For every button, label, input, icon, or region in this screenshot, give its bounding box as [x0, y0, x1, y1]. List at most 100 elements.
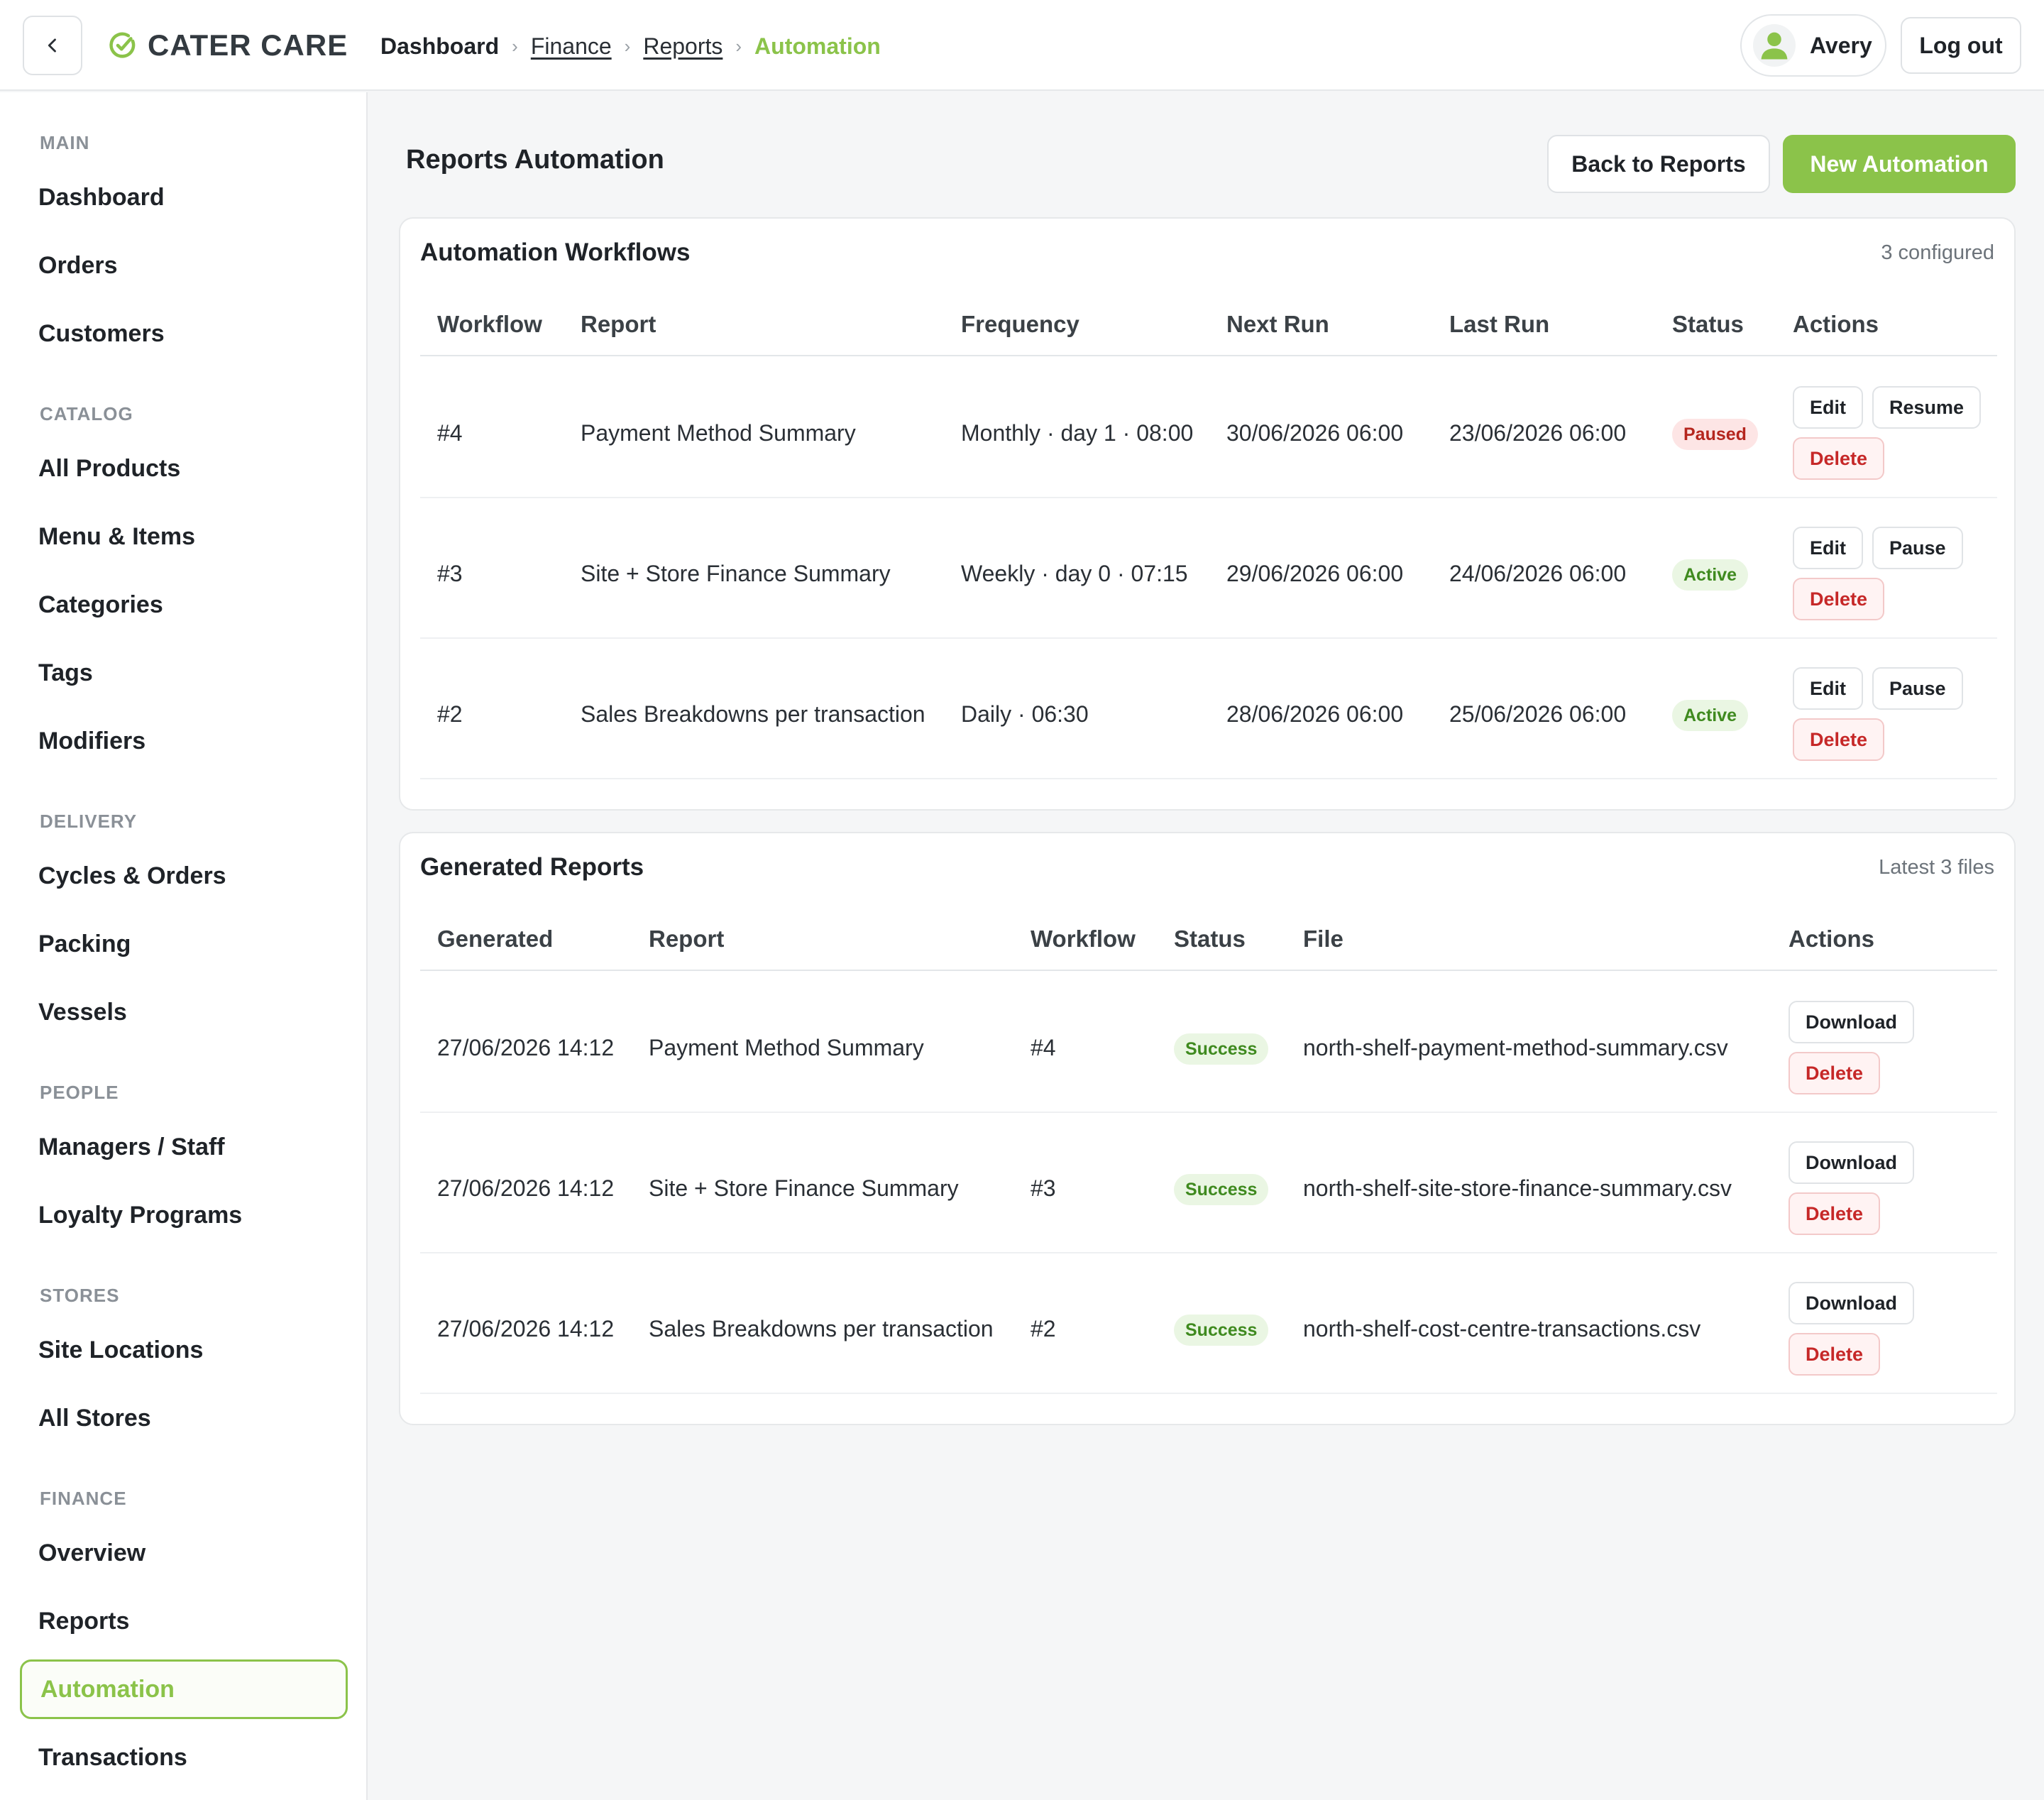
report-workflow: #2: [1031, 1316, 1056, 1341]
sidebar-item-orders[interactable]: Orders: [38, 251, 118, 279]
workflow-id: #3: [437, 561, 463, 586]
logout-button[interactable]: Log out: [1901, 17, 2021, 74]
new-automation-button[interactable]: New Automation: [1783, 135, 2016, 193]
divider: [420, 1252, 1997, 1253]
workflow-frequency: Monthly · day 1 · 08:00: [961, 420, 1194, 446]
column-header[interactable]: Frequency: [961, 311, 1079, 337]
brand-name: CATER CARE: [148, 28, 348, 62]
sidebar-item-automation[interactable]: Automation: [20, 1659, 348, 1719]
column-header[interactable]: Next Run: [1226, 311, 1329, 337]
workflow-id: #2: [437, 701, 463, 727]
delete-button[interactable]: Delete: [1788, 1192, 1881, 1235]
sidebar-item-all-products[interactable]: All Products: [38, 454, 181, 482]
workflow-last-run: 24/06/2026 06:00: [1449, 561, 1627, 586]
sidebar-item-categories[interactable]: Categories: [38, 591, 163, 618]
sidebar-section-main: MAIN: [40, 132, 90, 153]
avatar: [1753, 24, 1796, 67]
sidebar-item-cycles-orders[interactable]: Cycles & Orders: [38, 862, 226, 889]
report-generated-at: 27/06/2026 14:12: [437, 1316, 615, 1341]
brand-logo[interactable]: CATER CARE: [108, 28, 348, 62]
delete-button[interactable]: Delete: [1788, 1052, 1881, 1094]
sidebar-section-people: PEOPLE: [40, 1082, 119, 1103]
column-header[interactable]: Workflow: [1031, 926, 1136, 952]
column-header[interactable]: Generated: [437, 926, 554, 952]
breadcrumb-dashboard[interactable]: Dashboard: [380, 33, 500, 59]
workflow-report: Payment Method Summary: [581, 420, 856, 446]
sidebar-item-customers[interactable]: Customers: [38, 319, 165, 347]
delete-button[interactable]: Delete: [1788, 1333, 1881, 1376]
sidebar-item-transactions[interactable]: Transactions: [38, 1743, 187, 1771]
status-badge: Paused: [1672, 419, 1758, 450]
workflow-next-run: 28/06/2026 06:00: [1226, 701, 1404, 727]
column-header[interactable]: Report: [581, 311, 656, 337]
sidebar-item-reports[interactable]: Reports: [38, 1607, 130, 1635]
chevron-right-icon: ›: [624, 35, 631, 57]
top-header: CATER CARE Dashboard › Finance › Reports…: [0, 0, 2044, 91]
back-to-reports-button[interactable]: Back to Reports: [1547, 135, 1770, 193]
delete-button[interactable]: Delete: [1793, 437, 1885, 480]
sidebar-item-vessels[interactable]: Vessels: [38, 998, 127, 1026]
column-header[interactable]: Status: [1174, 926, 1246, 952]
column-header[interactable]: Status: [1672, 311, 1744, 337]
report-name: Sales Breakdowns per transaction: [649, 1316, 994, 1341]
workflow-id: #4: [437, 420, 463, 446]
report-name: Payment Method Summary: [649, 1035, 924, 1060]
workflow-next-run: 29/06/2026 06:00: [1226, 561, 1404, 586]
sidebar: MAIN Dashboard Orders Customers CATALOG …: [0, 92, 368, 1800]
sidebar-section-stores: STORES: [40, 1285, 120, 1306]
sidebar-item-all-stores[interactable]: All Stores: [38, 1404, 151, 1432]
divider: [420, 1393, 1997, 1394]
sidebar-item-managers-staff[interactable]: Managers / Staff: [38, 1133, 225, 1160]
status-badge: Active: [1672, 559, 1749, 591]
workflow-last-run: 25/06/2026 06:00: [1449, 701, 1627, 727]
sidebar-item-tags[interactable]: Tags: [38, 659, 93, 686]
status-badge: Success: [1174, 1033, 1269, 1065]
workflow-frequency: Daily · 06:30: [961, 701, 1089, 727]
resume-button[interactable]: Resume: [1872, 386, 1982, 429]
divider: [420, 355, 1997, 356]
sidebar-item-packing[interactable]: Packing: [38, 930, 131, 957]
column-header: Actions: [1793, 311, 1879, 337]
automation-workflows-card: Automation Workflows 3 configured Workfl…: [399, 217, 2016, 811]
sidebar-item-site-locations[interactable]: Site Locations: [38, 1336, 204, 1363]
edit-button[interactable]: Edit: [1793, 386, 1863, 429]
delete-button[interactable]: Delete: [1793, 718, 1885, 761]
edit-button[interactable]: Edit: [1793, 667, 1863, 710]
card-title: Generated Reports: [420, 853, 644, 881]
breadcrumb-automation: Automation: [754, 33, 881, 59]
column-header: Actions: [1788, 926, 1875, 952]
pause-button[interactable]: Pause: [1872, 667, 1963, 710]
status-badge: Success: [1174, 1174, 1269, 1205]
sidebar-item-dashboard[interactable]: Dashboard: [38, 183, 165, 211]
workflow-count: 3 configured: [1881, 241, 1994, 264]
breadcrumb-reports[interactable]: Reports: [643, 33, 723, 59]
edit-button[interactable]: Edit: [1793, 527, 1863, 569]
breadcrumb-finance[interactable]: Finance: [530, 33, 612, 59]
status-badge: Active: [1672, 700, 1749, 731]
column-header[interactable]: Report: [649, 926, 725, 952]
sidebar-item-loyalty-programs[interactable]: Loyalty Programs: [38, 1201, 243, 1229]
sidebar-item-menu-items[interactable]: Menu & Items: [38, 522, 196, 550]
column-header[interactable]: File: [1303, 926, 1344, 952]
sidebar-item-modifiers[interactable]: Modifiers: [38, 727, 146, 754]
column-header[interactable]: Last Run: [1449, 311, 1550, 337]
back-button[interactable]: [23, 16, 82, 75]
download-button[interactable]: Download: [1788, 1141, 1914, 1184]
report-file-name: north-shelf-site-store-finance-summary.c…: [1303, 1175, 1732, 1201]
download-button[interactable]: Download: [1788, 1001, 1914, 1043]
sidebar-item-overview[interactable]: Overview: [38, 1539, 146, 1566]
workflow-last-run: 23/06/2026 06:00: [1449, 420, 1627, 446]
report-file-name: north-shelf-payment-method-summary.csv: [1303, 1035, 1728, 1060]
chevron-right-icon: ›: [735, 35, 742, 57]
divider: [420, 497, 1997, 498]
status-badge: Success: [1174, 1315, 1269, 1346]
column-header[interactable]: Workflow: [437, 311, 542, 337]
pause-button[interactable]: Pause: [1872, 527, 1963, 569]
download-button[interactable]: Download: [1788, 1282, 1914, 1324]
user-icon: [1761, 32, 1788, 60]
delete-button[interactable]: Delete: [1793, 578, 1885, 620]
sidebar-section-catalog: CATALOG: [40, 403, 133, 424]
page-title: Reports Automation: [406, 145, 664, 175]
divider: [420, 778, 1997, 779]
user-menu[interactable]: Avery: [1740, 14, 1886, 77]
